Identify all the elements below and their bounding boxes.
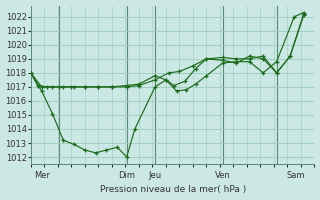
Text: Dim: Dim	[118, 171, 135, 180]
Text: Sam: Sam	[286, 171, 305, 180]
Text: Ven: Ven	[215, 171, 230, 180]
Text: Jeu: Jeu	[148, 171, 162, 180]
Text: Mer: Mer	[34, 171, 50, 180]
X-axis label: Pression niveau de la mer( hPa ): Pression niveau de la mer( hPa )	[100, 185, 246, 194]
